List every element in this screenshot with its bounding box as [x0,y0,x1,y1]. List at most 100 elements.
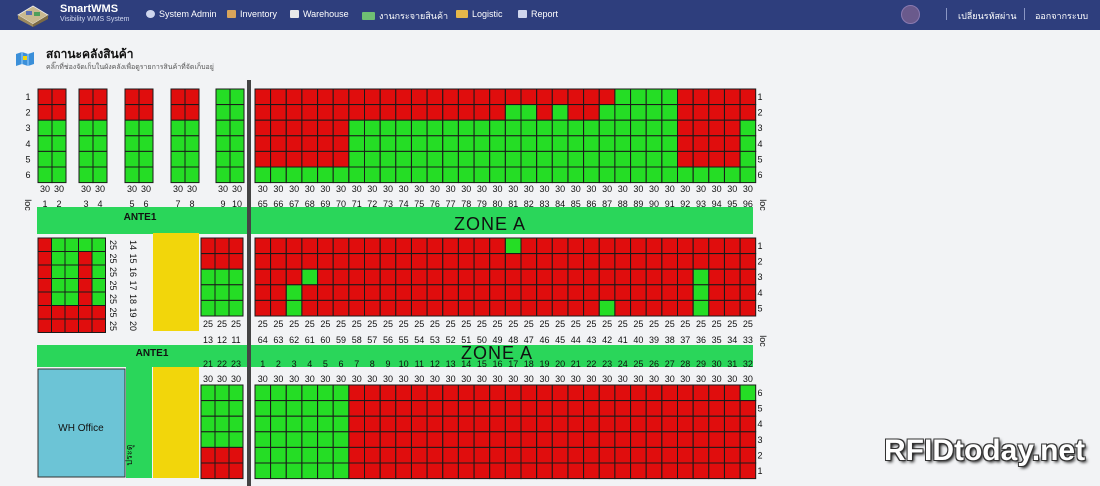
storage-cell[interactable] [489,119,506,137]
storage-cell[interactable] [364,119,381,137]
storage-cell[interactable] [551,299,569,317]
storage-cell[interactable] [583,253,600,270]
storage-cell[interactable] [270,166,287,184]
storage-cell[interactable] [395,431,412,448]
storage-cell[interactable] [551,166,569,184]
storage-cell[interactable] [692,166,710,184]
storage-cell[interactable] [473,299,491,317]
storage-cell[interactable] [317,284,334,301]
storage-cell[interactable] [645,119,663,137]
storage-cell[interactable] [442,400,459,417]
storage-cell[interactable] [254,268,272,286]
storage-cell[interactable] [332,446,350,464]
storage-cell[interactable] [348,135,365,152]
storage-cell[interactable] [184,88,200,106]
storage-cell[interactable] [411,400,428,417]
storage-cell[interactable] [489,415,506,433]
storage-cell[interactable] [332,253,350,270]
storage-cell[interactable] [364,299,381,317]
logout-link[interactable]: ออกจากระบบ [1035,11,1089,21]
storage-cell[interactable] [489,431,506,448]
storage-cell[interactable] [724,268,741,286]
storage-cell[interactable] [332,268,350,286]
storage-cell[interactable] [426,135,444,152]
storage-cell[interactable] [724,88,741,106]
storage-cell[interactable] [379,431,397,448]
storage-cell[interactable] [254,446,272,464]
storage-cell[interactable] [228,400,244,417]
storage-cell[interactable] [200,237,216,255]
storage-cell[interactable] [395,150,412,168]
storage-cell[interactable] [37,104,53,121]
menu-report[interactable]: Report [518,9,558,19]
storage-cell[interactable] [567,135,585,152]
storage-cell[interactable] [677,135,694,152]
storage-cell[interactable] [51,264,66,279]
storage-cell[interactable] [228,268,244,286]
storage-cell[interactable] [677,253,694,270]
storage-cell[interactable] [520,104,538,121]
storage-cell[interactable] [457,150,475,168]
storage-cell[interactable] [317,268,334,286]
storage-cell[interactable] [536,431,553,448]
storage-cell[interactable] [395,237,412,255]
storage-cell[interactable] [598,400,616,417]
storage-cell[interactable] [677,299,694,317]
storage-cell[interactable] [614,237,632,255]
storage-cell[interactable] [457,253,475,270]
storage-cell[interactable] [724,299,741,317]
storage-cell[interactable] [411,88,428,106]
storage-cell[interactable] [411,415,428,433]
storage-cell[interactable] [379,462,397,480]
storage-cell[interactable] [457,237,475,255]
storage-cell[interactable] [583,150,600,168]
storage-cell[interactable] [379,104,397,121]
storage-cell[interactable] [348,284,365,301]
storage-cell[interactable] [614,462,632,480]
storage-cell[interactable] [739,431,757,448]
storage-cell[interactable] [364,400,381,417]
storage-cell[interactable] [332,384,350,402]
storage-cell[interactable] [214,253,230,270]
storage-cell[interactable] [692,446,710,464]
storage-cell[interactable] [457,446,475,464]
storage-cell[interactable] [124,166,140,184]
storage-cell[interactable] [442,237,459,255]
storage-cell[interactable] [379,268,397,286]
storage-cell[interactable] [411,150,428,168]
storage-cell[interactable] [457,119,475,137]
storage-cell[interactable] [332,135,350,152]
storage-cell[interactable] [228,237,244,255]
storage-cell[interactable] [677,88,694,106]
storage-cell[interactable] [51,119,67,137]
storage-cell[interactable] [51,318,66,333]
storage-cell[interactable] [661,150,679,168]
storage-cell[interactable] [583,446,600,464]
storage-cell[interactable] [170,119,186,137]
storage-cell[interactable] [520,88,538,106]
storage-cell[interactable] [724,462,741,480]
storage-cell[interactable] [708,431,725,448]
storage-cell[interactable] [504,400,522,417]
storage-cell[interactable] [426,253,444,270]
storage-cell[interactable] [630,88,647,106]
storage-cell[interactable] [395,268,412,286]
storage-cell[interactable] [692,104,710,121]
storage-cell[interactable] [551,119,569,137]
storage-cell[interactable] [724,119,741,137]
storage-cell[interactable] [426,400,444,417]
storage-cell[interactable] [170,166,186,184]
storage-cell[interactable] [78,305,93,320]
storage-cell[interactable] [301,119,318,137]
storage-cell[interactable] [692,384,710,402]
storage-cell[interactable] [270,237,287,255]
storage-cell[interactable] [411,166,428,184]
storage-cell[interactable] [489,446,506,464]
storage-cell[interactable] [536,237,553,255]
storage-cell[interactable] [692,88,710,106]
storage-cell[interactable] [724,237,741,255]
storage-cell[interactable] [598,88,616,106]
storage-cell[interactable] [364,384,381,402]
storage-cell[interactable] [285,431,303,448]
storage-cell[interactable] [583,166,600,184]
